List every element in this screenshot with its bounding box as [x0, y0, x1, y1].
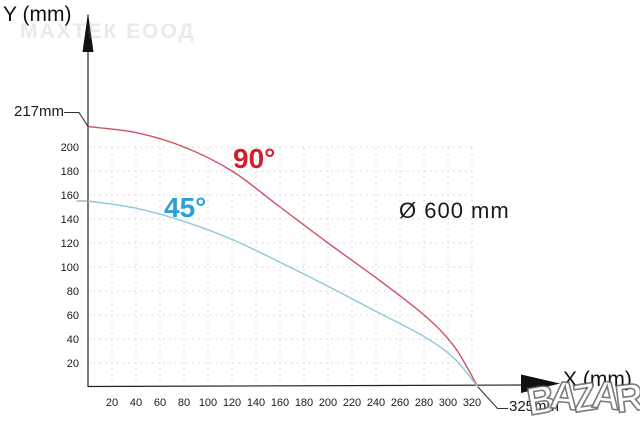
y-tick-label: 140	[61, 214, 79, 226]
x-axis-line	[87, 384, 528, 388]
capacity-curve-90deg	[87, 125, 479, 388]
x-tick-label: 20	[106, 397, 118, 409]
x-tick-label: 120	[223, 397, 241, 409]
x-tick-label: 260	[391, 397, 409, 409]
watermark-bazar: BAZAR	[523, 372, 640, 425]
y-axis-arrow-icon	[82, 13, 94, 52]
annotation-217mm: 217mm	[14, 103, 65, 120]
y-tick-label: 200	[61, 142, 79, 154]
x-tick-label: 280	[415, 397, 433, 409]
watermark-bazar-letter: R	[612, 375, 640, 422]
annotation-325mm: 325mm	[509, 398, 560, 415]
curve-label-90deg: 90°	[233, 143, 276, 174]
x-tick-label: 140	[247, 397, 265, 409]
x-tick-label: 180	[295, 397, 313, 409]
x-tick-label: 160	[271, 397, 289, 409]
capacity-curve-45deg	[87, 200, 479, 388]
x-tick-label: 240	[367, 397, 385, 409]
x-tick-label: 200	[319, 397, 337, 409]
x-axis-arrow-icon	[521, 374, 560, 393]
y-tick-label: 60	[67, 310, 79, 322]
curve-label-45deg: 45°	[164, 192, 207, 223]
x-tick-label: 40	[130, 397, 142, 409]
x-tick-label: 80	[178, 397, 190, 409]
leader-line-217mm	[64, 111, 89, 127]
y-tick-label: 40	[67, 334, 79, 346]
x-tick-label: 100	[199, 397, 217, 409]
y-tick-label: 20	[67, 358, 79, 370]
y-tick-label: 100	[61, 262, 79, 274]
y-tick-label: 80	[67, 286, 79, 298]
watermark-maxtek: МАХТЕК ЕООД	[20, 20, 196, 43]
y-tick-label: 160	[61, 190, 79, 202]
x-tick-label: 300	[439, 397, 457, 409]
y-tick-label: 180	[61, 166, 79, 178]
x-tick-label: 220	[343, 397, 361, 409]
blade-diameter-label: Ø 600 mm	[399, 198, 510, 223]
x-axis-title: X (mm)	[563, 368, 632, 391]
y-axis-title: Y (mm)	[3, 3, 72, 26]
x-tick-label: 60	[154, 397, 166, 409]
leader-line-325mm	[477, 386, 508, 410]
x-tick-label: 320	[463, 397, 481, 409]
y-tick-label: 120	[61, 238, 79, 250]
